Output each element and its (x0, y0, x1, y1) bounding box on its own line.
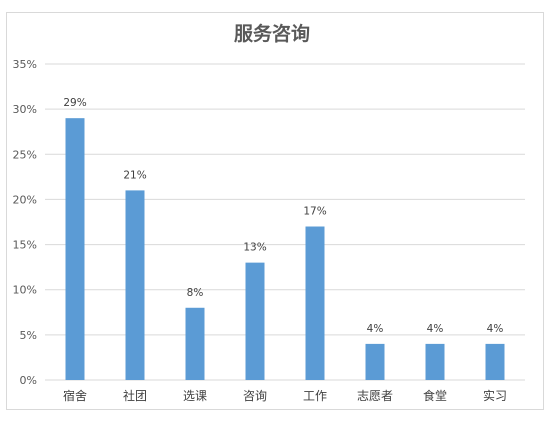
y-tick-label: 25% (13, 148, 37, 161)
y-tick-label: 0% (20, 374, 37, 387)
gridlines (45, 63, 525, 381)
data-label: 29% (63, 97, 86, 109)
category-label: 实习 (483, 388, 507, 403)
y-tick-label: 10% (13, 284, 37, 297)
bar (425, 343, 445, 380)
data-label: 17% (303, 206, 326, 218)
bar (485, 343, 505, 380)
y-tick-label: 5% (20, 329, 37, 342)
bars (65, 118, 505, 381)
bar (125, 190, 145, 380)
bar (65, 118, 85, 381)
chart-title: 服务咨询 (234, 22, 310, 45)
y-tick-label: 30% (13, 103, 37, 116)
y-tick-label: 35% (13, 58, 37, 71)
category-label: 社团 (123, 388, 147, 403)
category-label: 选课 (183, 389, 207, 403)
bar (245, 262, 265, 380)
data-labels: 29% 21% 8% 13% 17% 4% 4% 4% (63, 97, 503, 335)
category-label: 咨询 (243, 388, 267, 403)
y-axis-ticks: 0% 5% 10% 15% 20% 25% 30% 35% (13, 58, 37, 387)
data-label: 4% (427, 323, 444, 335)
y-tick-label: 20% (13, 193, 37, 206)
data-label: 8% (187, 287, 204, 299)
category-label: 志愿者 (357, 389, 393, 403)
y-tick-label: 15% (13, 239, 37, 252)
category-label: 工作 (303, 389, 327, 403)
data-label: 4% (367, 323, 384, 335)
bar (365, 343, 385, 380)
category-label: 食堂 (423, 388, 447, 403)
data-label: 13% (243, 242, 266, 254)
category-labels: 宿舍 社团 选课 咨询 工作 志愿者 食堂 实习 (63, 388, 507, 403)
bar (185, 307, 205, 380)
data-label: 21% (123, 169, 146, 181)
bar (305, 226, 325, 380)
data-label: 4% (487, 323, 504, 335)
chart-frame (6, 12, 544, 410)
category-label: 宿舍 (63, 388, 87, 403)
